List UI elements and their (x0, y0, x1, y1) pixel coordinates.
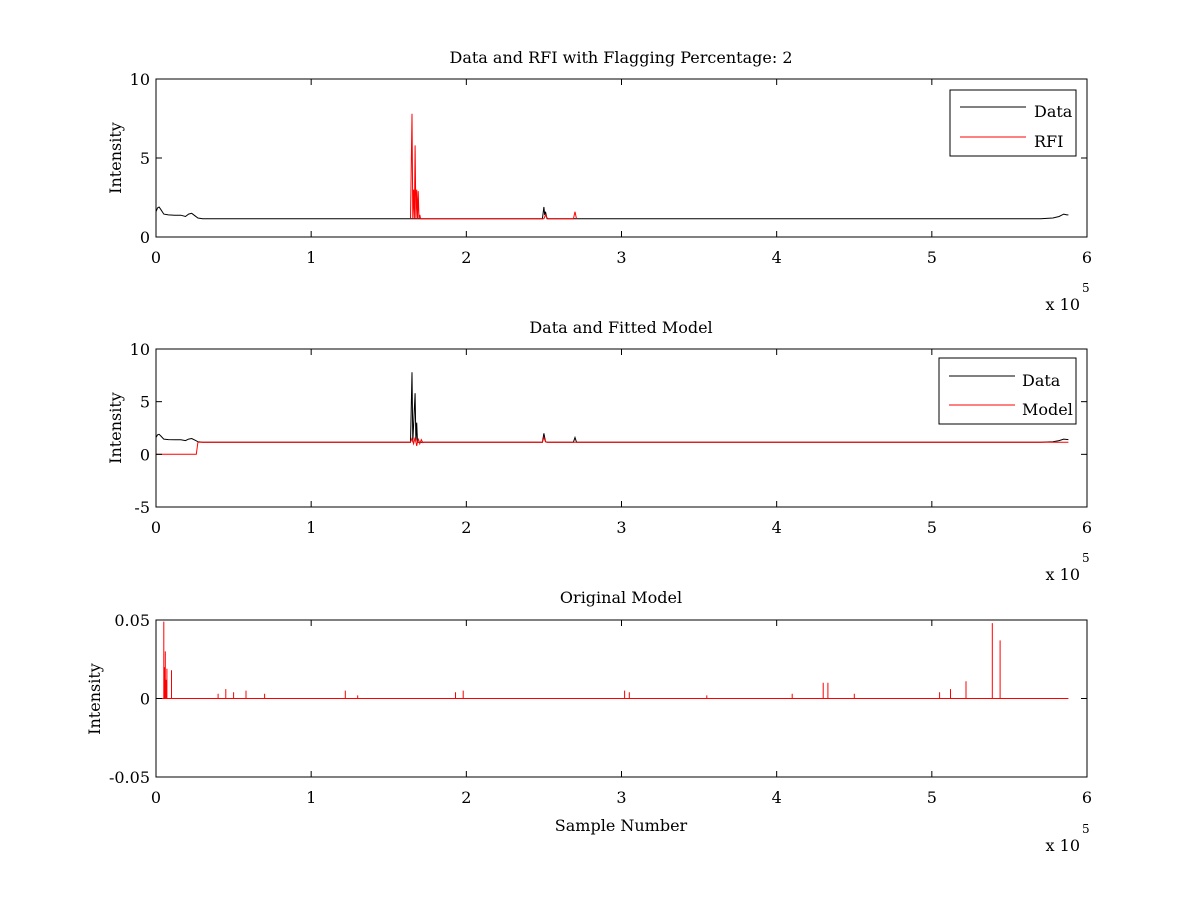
y-tick-label: -5 (134, 498, 150, 517)
y-tick-label: 0 (140, 445, 150, 464)
x-tick-label: 6 (1082, 248, 1092, 267)
x-tick-label: 6 (1082, 788, 1092, 807)
subplot-2: Data and Fitted Model Intensity x 10 5 D… (106, 318, 1092, 584)
y-tick-label: 10 (130, 340, 150, 359)
x-tick-label: 3 (616, 788, 626, 807)
subplot-3-plot-area (156, 621, 1069, 699)
subplot-1-legend: Data RFI (949, 89, 1077, 157)
x-tick-label: 5 (927, 788, 937, 807)
subplot-3-ylabel: Intensity (85, 663, 104, 735)
subplot-3-x-multiplier: x 10 (1046, 836, 1080, 855)
x-tick-label: 0 (151, 788, 161, 807)
y-tick-label: 0 (140, 690, 150, 709)
x-tick-label: 2 (461, 248, 471, 267)
x-tick-label: 6 (1082, 518, 1092, 537)
x-tick-label: 1 (306, 788, 316, 807)
legend-box (949, 89, 1077, 157)
legend-label-data: Data (1034, 102, 1073, 121)
y-tick-label: 0.05 (114, 611, 150, 630)
y-tick-label: 5 (140, 149, 150, 168)
series-line-model (156, 435, 1069, 455)
x-tick-label: 2 (461, 788, 471, 807)
legend-box (938, 357, 1077, 425)
subplot-2-ylabel: Intensity (106, 392, 125, 464)
subplot-2-plot-area (155, 372, 1069, 455)
y-tick-label: -0.05 (109, 768, 150, 787)
subplot-3-x-exponent: 5 (1082, 822, 1090, 836)
x-tick-label: 3 (616, 518, 626, 537)
x-tick-label: 1 (306, 248, 316, 267)
series-line-rfi (410, 113, 577, 220)
y-tick-label: 5 (140, 393, 150, 412)
subplot-1: Data and RFI with Flagging Percentage: 2… (106, 48, 1092, 314)
subplot-2-title: Data and Fitted Model (529, 318, 712, 337)
x-tick-label: 0 (151, 518, 161, 537)
subplot-3-title: Original Model (560, 588, 682, 607)
x-tick-label: 2 (461, 518, 471, 537)
subplot-1-title: Data and RFI with Flagging Percentage: 2 (449, 48, 792, 67)
subplot-2-x-multiplier: x 10 (1046, 565, 1080, 584)
subplot-3: Original Model Intensity Sample Number x… (85, 588, 1092, 855)
series-line-data (155, 206, 1069, 220)
x-tick-label: 5 (927, 518, 937, 537)
y-tick-label: 0 (140, 228, 150, 247)
subplot-1-ylabel: Intensity (106, 122, 125, 194)
x-tick-label: 4 (772, 788, 782, 807)
x-tick-label: 0 (151, 248, 161, 267)
series-line-model (156, 621, 1069, 699)
subplot-1-plot-area (155, 113, 1069, 220)
x-tick-label: 4 (772, 248, 782, 267)
legend-label-model: Model (1022, 400, 1073, 419)
subplot-1-x-multiplier: x 10 (1046, 295, 1080, 314)
x-tick-label: 5 (927, 248, 937, 267)
subplot-2-x-exponent: 5 (1082, 551, 1090, 565)
legend-label-rfi: RFI (1034, 132, 1063, 151)
subplot-1-x-exponent: 5 (1082, 281, 1090, 295)
x-tick-label: 1 (306, 518, 316, 537)
subplot-2-legend: Data Model (938, 357, 1077, 425)
legend-label-data: Data (1022, 371, 1061, 390)
subplot-3-xlabel: Sample Number (555, 816, 688, 835)
x-tick-label: 4 (772, 518, 782, 537)
x-tick-label: 3 (616, 248, 626, 267)
y-tick-label: 10 (130, 70, 150, 89)
